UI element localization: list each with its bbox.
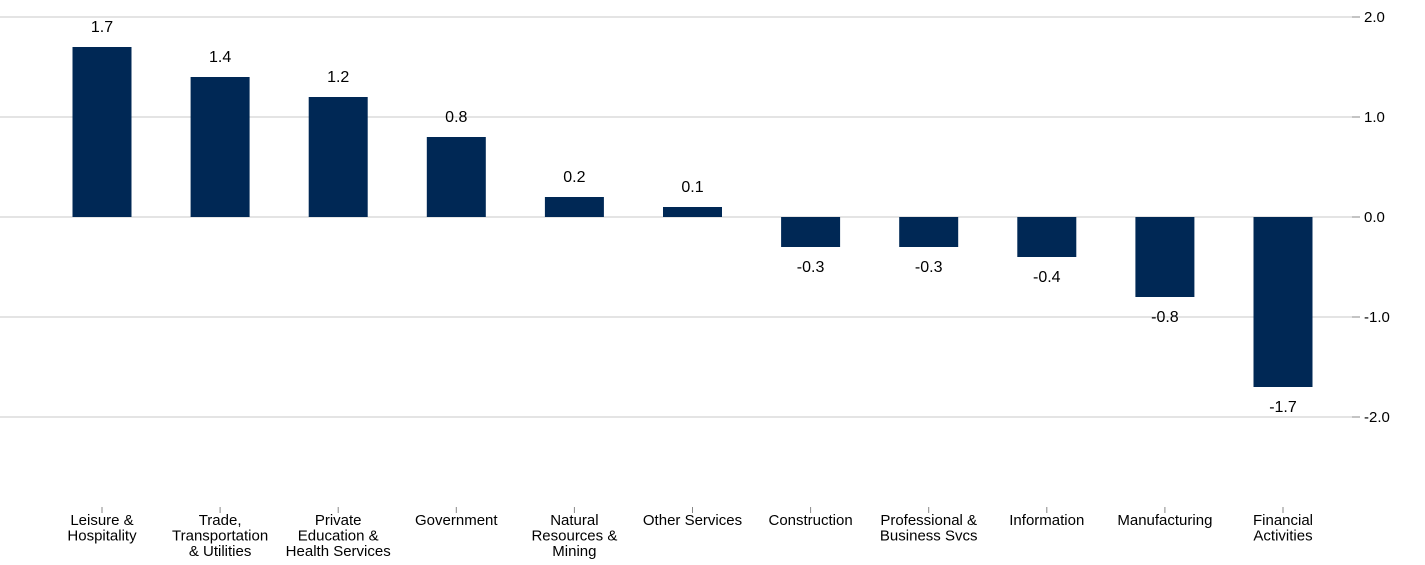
data-label: 0.1 [681,179,703,196]
x-category-label-line: Financial [1253,512,1313,529]
x-category-label: Trade, Transportation & Utilities [172,512,268,560]
data-label: 0.8 [445,109,467,126]
x-category-label: Manufacturing [1117,512,1212,529]
x-category-label-line: Manufacturing [1117,512,1212,529]
x-category-label: Construction [768,512,852,529]
x-category-label-line: Business Svcs [880,528,978,545]
x-category-label: Other Services [643,512,742,529]
x-category-label: Government [415,512,498,529]
x-category-label-line: Education & [298,528,379,545]
x-category-label-line: Natural [550,512,598,529]
bar [308,97,368,217]
bar [899,217,959,247]
x-category-label-line: & Utilities [189,543,252,560]
y-tick-label: -1.0 [1364,309,1390,326]
x-category-label-line: Professional & [880,512,977,529]
bar [190,77,250,217]
x-category-label-line: Information [1009,512,1084,529]
bar [1017,217,1077,257]
y-tick-label: -2.0 [1364,409,1390,426]
bar [781,217,841,247]
x-category-label: Financial Activities [1253,512,1313,545]
x-category-label: Information [1009,512,1084,529]
y-axis: 2.0 1.0 0.0 -1.0 -2.0 [1352,9,1390,426]
x-category-label-line: Government [415,512,498,529]
bar [1135,217,1195,297]
bar [426,137,486,217]
bar [1253,217,1313,387]
data-label: -0.3 [797,259,825,276]
x-category-label-line: Construction [768,512,852,529]
x-category-label-line: Private [315,512,362,529]
x-category-label-line: Health Services [286,543,391,560]
data-label: -0.3 [915,259,943,276]
x-category-label: Private Education & Health Services [286,512,391,560]
x-category-label-line: Mining [552,543,596,560]
x-category-label-line: Hospitality [67,528,137,545]
x-category-label-line: Transportation [172,528,268,545]
y-tick-label: 1.0 [1364,109,1385,126]
x-axis: Leisure & Hospitality Trade, Transportation… [67,507,1313,560]
x-category-label-line: Other Services [643,512,742,529]
x-category-label: Professional & Business Svcs [880,512,978,545]
bar [544,197,604,217]
data-label: -0.8 [1151,309,1179,326]
y-tick-label: 2.0 [1364,9,1385,26]
data-label: 1.7 [91,19,113,36]
bars [72,47,1313,387]
x-category-label-line: Trade, [199,512,242,529]
data-label: 1.4 [209,49,231,66]
y-tick-label: 0.0 [1364,209,1385,226]
data-label: -0.4 [1033,269,1061,286]
x-category-label: Leisure & Hospitality [67,512,137,545]
x-category-label-line: Leisure & [70,512,133,529]
data-label: 1.2 [327,69,349,86]
data-labels: 1.7 1.4 1.2 0.8 0.2 0.1 -0.3 -0.3 -0.4 -0.8 -1.7 [91,19,1297,416]
data-label: -1.7 [1269,399,1297,416]
bar [663,207,722,217]
x-category-label-line: Resources & [531,528,617,545]
data-label: 0.2 [563,169,585,186]
x-category-label: Natural Resources & Mining [531,512,617,560]
x-category-label-line: Activities [1253,528,1312,545]
bar [72,47,132,217]
